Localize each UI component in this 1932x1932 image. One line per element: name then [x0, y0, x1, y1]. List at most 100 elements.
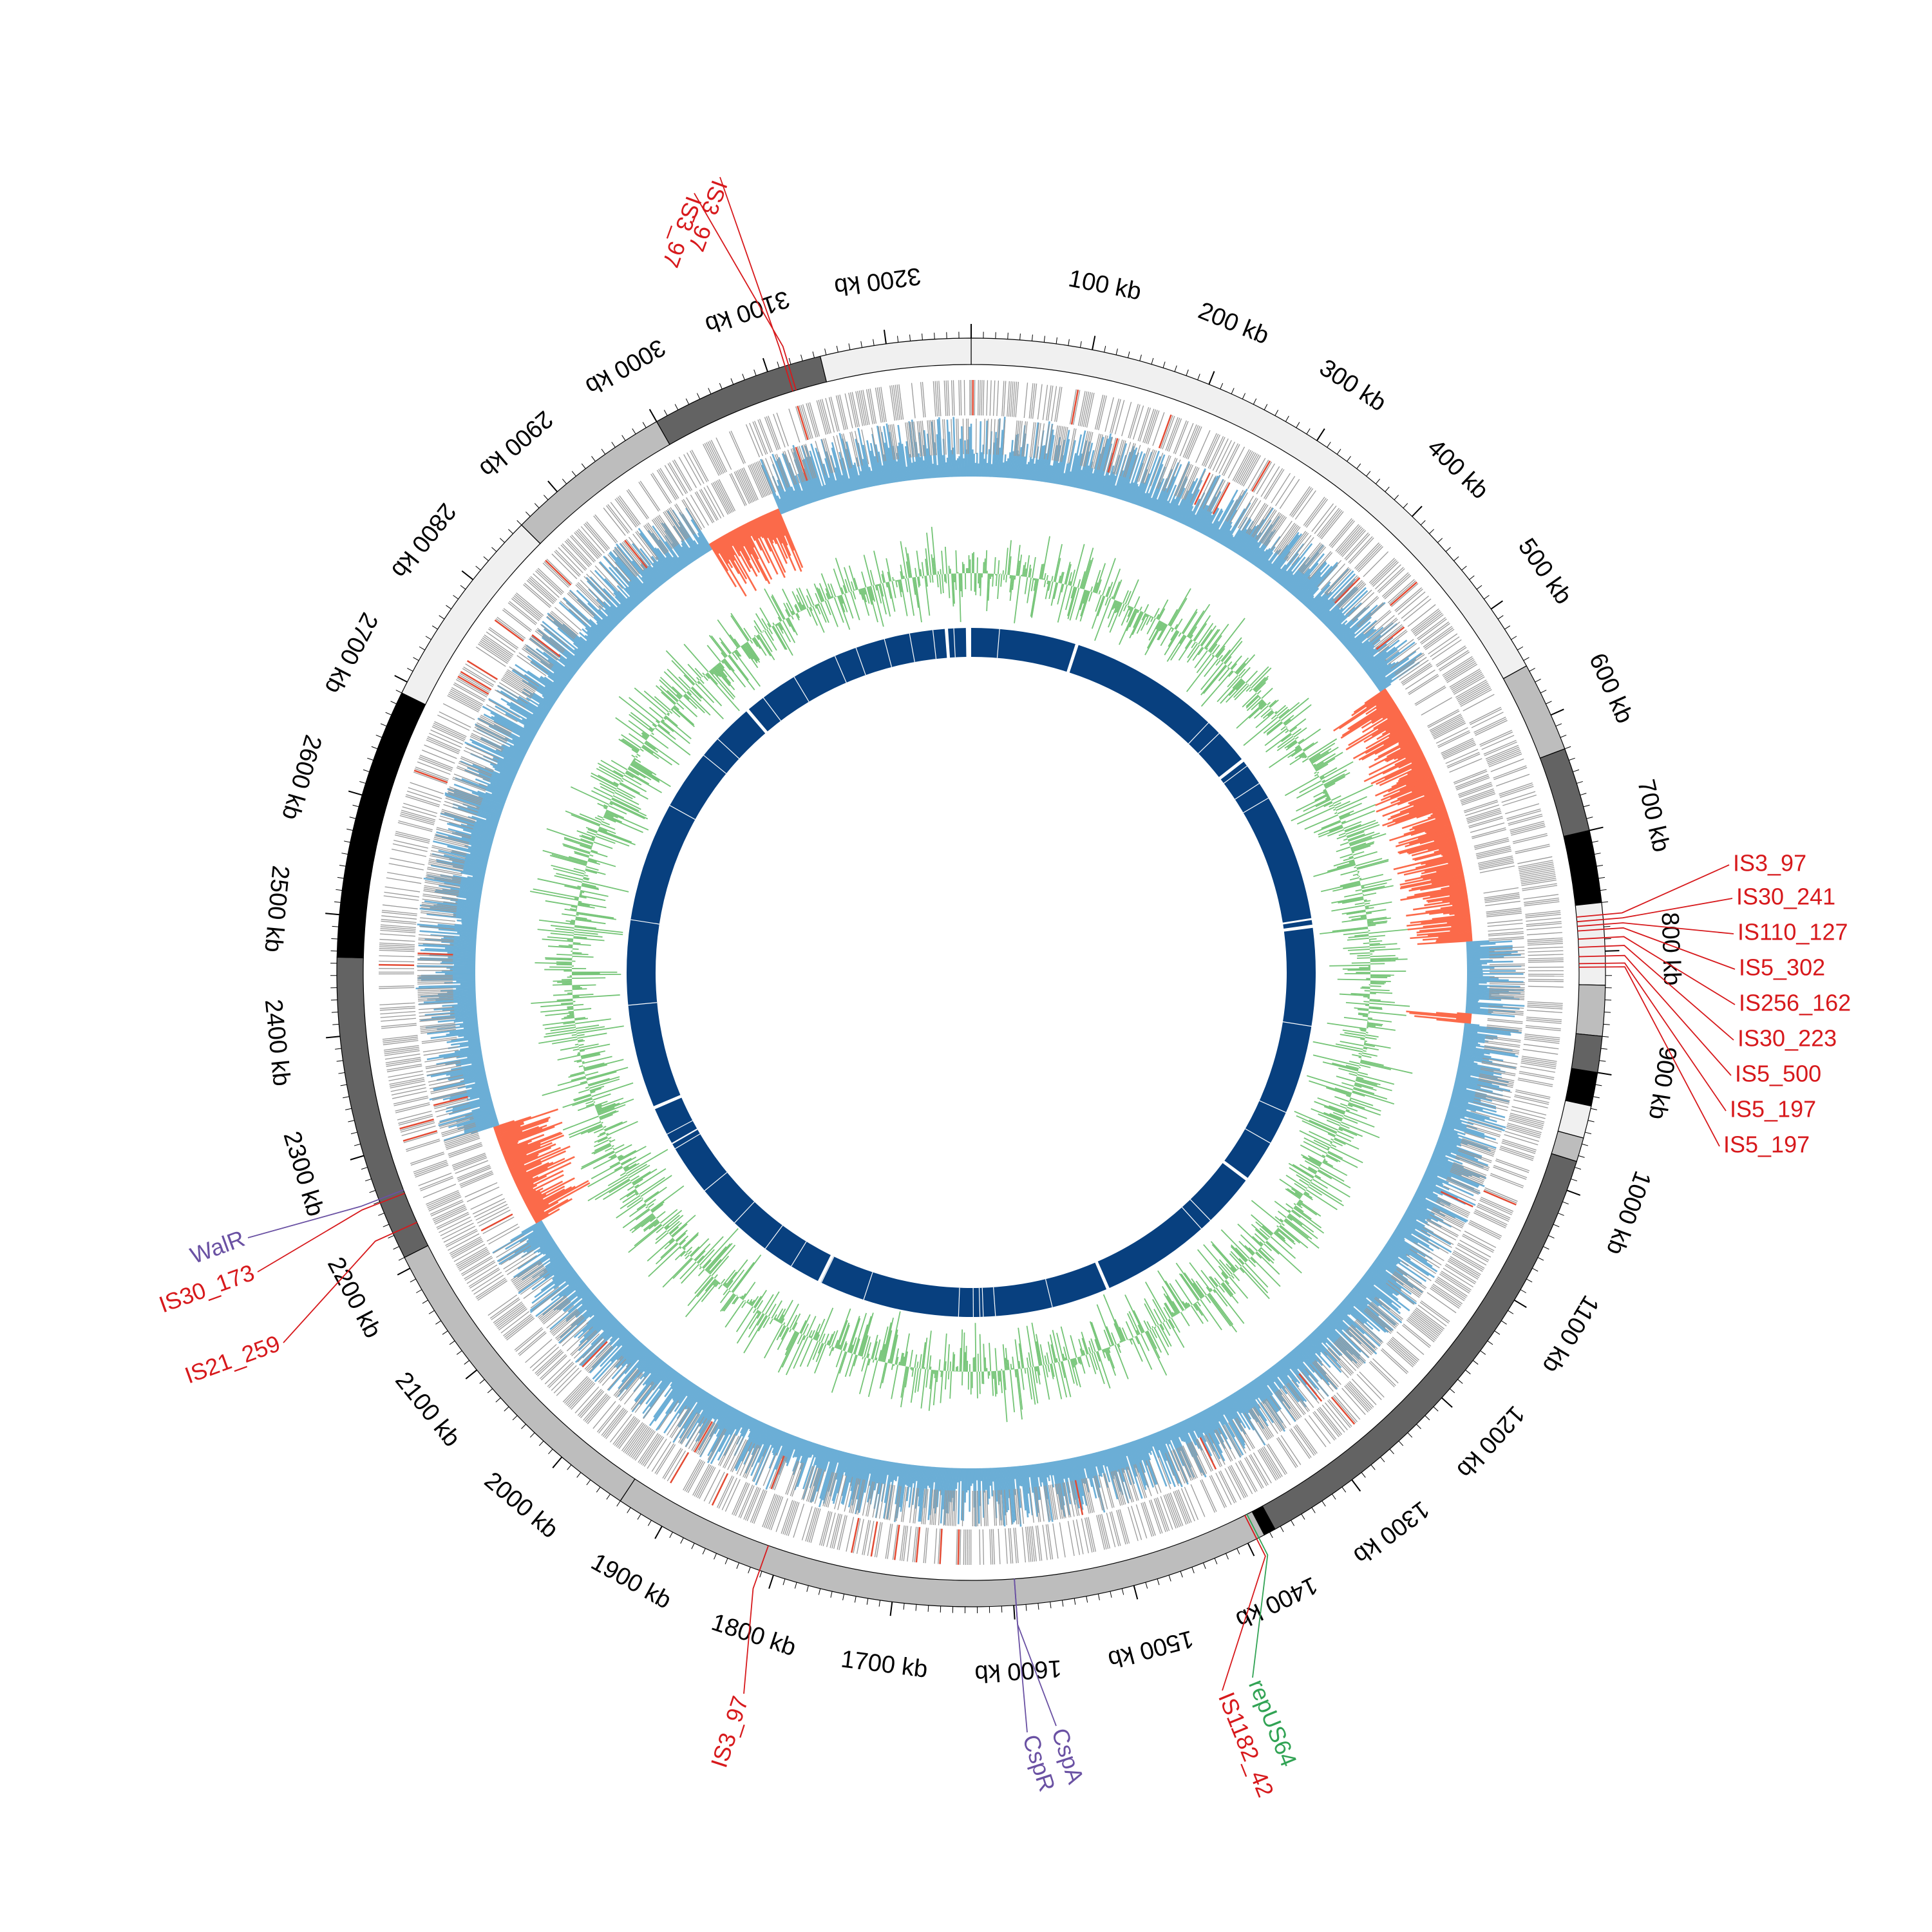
gc-content-bar [656, 1226, 664, 1234]
gc-content-bar [1298, 738, 1305, 744]
gc-content-bar [1278, 708, 1290, 719]
gc-content-bar [1285, 741, 1298, 751]
gc-content-bar [1236, 654, 1256, 676]
gc-content-bar [1276, 1229, 1279, 1233]
gc-content-bar [583, 874, 589, 877]
gc-content-bar [1280, 1224, 1309, 1249]
gc-content-bar [1307, 1186, 1323, 1196]
gc-content-bar [1326, 1153, 1341, 1162]
gc-content-bar [812, 605, 825, 633]
gc-content-bar [1066, 587, 1076, 616]
gc-content-bar [1039, 1344, 1045, 1365]
gc-content-bar [859, 589, 864, 600]
gene-mark [1512, 833, 1548, 842]
gc-skew-bar [1031, 463, 1036, 481]
gc-skew-bar [1259, 551, 1274, 571]
gc-content-bar [1253, 677, 1266, 690]
gc-content-bar [589, 854, 594, 857]
gc-content-bar [688, 688, 702, 702]
gc-content-bar [618, 1155, 624, 1159]
gc-content-bar [1359, 878, 1362, 880]
gc-content-bar [863, 554, 873, 586]
gc-content-bar [1060, 1361, 1066, 1378]
gc-content-bar [545, 900, 578, 907]
gene-mark [1428, 633, 1458, 655]
gc-content-bar [604, 814, 623, 823]
gc-content-bar [995, 574, 998, 587]
gc-content-bar [861, 571, 867, 588]
gc-content-bar [916, 576, 920, 588]
gc-content-bar [1266, 1240, 1302, 1274]
gc-content-bar [1314, 1175, 1350, 1198]
gc-content-bar [798, 601, 804, 611]
gc-skew-bar [1059, 439, 1070, 485]
gene-mark [1475, 845, 1511, 855]
gc-content-bar [756, 1300, 764, 1310]
gc-content-bar [1368, 1007, 1383, 1010]
gc-content-bar [1157, 1270, 1184, 1312]
gc-content-bar [941, 551, 944, 574]
gc-content-bar [1343, 1115, 1375, 1128]
gc-content-bar [643, 690, 669, 713]
gc-content-bar [1296, 1174, 1311, 1184]
gc-content-bar [1325, 782, 1336, 789]
gc-content-bar [1189, 634, 1193, 639]
gc-skew-bar [1240, 507, 1274, 558]
gc-content-bar [580, 1050, 585, 1052]
gc-skew-bar [961, 426, 963, 477]
gc-content-bar [900, 571, 903, 580]
gc-skew-bar [1106, 471, 1114, 496]
gc-skew-bar [1151, 498, 1159, 511]
gc-content-bar [922, 1338, 928, 1369]
gene-mark [1522, 1048, 1558, 1055]
gc-content-bar [1036, 1334, 1043, 1366]
gc-content-bar [1026, 1325, 1034, 1367]
gc-content-bar [628, 767, 646, 779]
syntenic-gap [884, 639, 893, 667]
gc-skew-bar [1159, 464, 1182, 515]
gene-mark [1430, 1286, 1461, 1307]
gc-content-bar [634, 757, 641, 763]
gc-content-bar [598, 828, 607, 832]
gc-content-bar [552, 1039, 578, 1045]
gc-content-bar [574, 1043, 579, 1046]
gene-mark [1128, 404, 1139, 439]
gene-mark [1518, 862, 1554, 869]
gc-content-bar [882, 1317, 895, 1363]
gc-content-bar [1017, 560, 1020, 576]
gc-content-bar [544, 1024, 576, 1030]
gc-content-bar [585, 1086, 589, 1089]
gc-content-bar [1157, 1325, 1170, 1347]
gc-content-bar [1204, 658, 1219, 677]
gc-content-bar [588, 858, 616, 867]
gc-content-bar [618, 1146, 647, 1162]
gc-content-bar [655, 1232, 669, 1244]
gc-content-bar [810, 1330, 815, 1339]
gc-content-bar [1107, 1347, 1111, 1353]
gc-skew-bar [1170, 488, 1186, 519]
gc-content-bar [580, 1081, 587, 1084]
gc-content-bar [1157, 599, 1169, 620]
gc-skew-bar [1274, 543, 1305, 582]
gc-skew-bar [1269, 533, 1303, 577]
gc-skew-bar [1093, 438, 1109, 493]
gc-content-bar [1274, 1231, 1286, 1242]
gc-content-bar [1255, 1252, 1262, 1259]
gc-content-bar [1186, 644, 1200, 663]
gc-content-bar [573, 1048, 580, 1051]
gc-content-bar [1368, 929, 1409, 934]
gc-content-bar [1211, 1244, 1236, 1272]
gc-content-bar [1098, 590, 1101, 594]
gc-content-bar [796, 594, 804, 611]
gc-content-bar [724, 658, 735, 672]
gc-content-bar [1168, 609, 1178, 626]
gc-content-bar [1360, 987, 1370, 989]
gc-content-bar [659, 679, 681, 700]
gc-content-bar [1034, 1366, 1038, 1383]
gc-skew-bar [1034, 459, 1039, 481]
gc-content-bar [920, 569, 922, 576]
gene-mark [1511, 826, 1546, 836]
gc-content-bar [1298, 728, 1321, 745]
gc-skew-bar [1466, 945, 1481, 948]
gc-content-bar [1131, 1338, 1143, 1362]
